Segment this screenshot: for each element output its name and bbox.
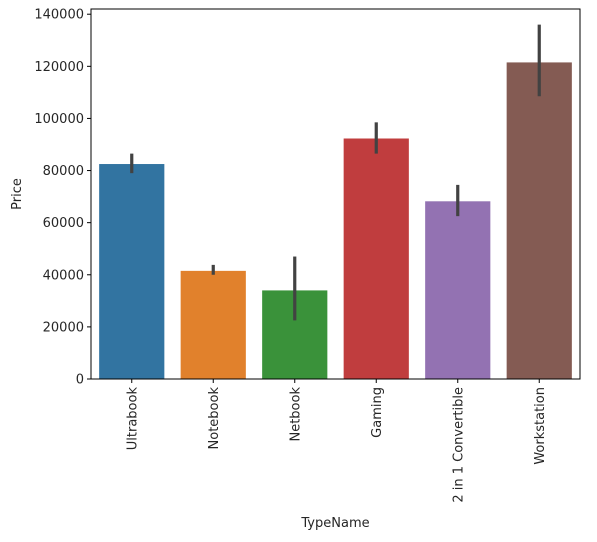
y-axis: 0 20000 40000 60000 80000 100000 120000 140000	[34, 8, 91, 388]
y-tick-label: 80000	[43, 164, 84, 179]
y-tick-label: 0	[76, 373, 84, 388]
x-axis: Ultrabook Notebook Netbook Gaming 2 in 1 Con…	[125, 379, 548, 503]
y-tick-label: 20000	[43, 320, 84, 335]
plot-frame	[90, 8, 581, 380]
x-tick-label: Gaming	[370, 387, 385, 438]
x-tick-label: Ultrabook	[125, 387, 140, 451]
y-tick-label: 40000	[43, 268, 84, 283]
x-tick-label: Netbook	[288, 387, 303, 442]
bars-layer	[99, 62, 572, 379]
x-axis-label: TypeName	[300, 516, 369, 531]
y-tick-label: 60000	[43, 216, 84, 231]
x-tick-label: Notebook	[207, 387, 222, 450]
bar-gaming	[343, 138, 409, 379]
bar-ultrabook	[99, 164, 165, 379]
error-bars-layer	[130, 24, 541, 321]
y-tick-label: 140000	[34, 8, 84, 23]
bar-2-in-1-convertible	[425, 201, 491, 379]
bar-workstation	[506, 62, 572, 379]
bar-notebook	[180, 270, 246, 379]
x-tick-label: Workstation	[533, 387, 548, 465]
y-axis-label: Price	[10, 178, 25, 210]
x-tick-label: 2 in 1 Convertible	[451, 387, 466, 503]
y-tick-label: 100000	[34, 112, 84, 127]
y-tick-label: 120000	[34, 60, 84, 75]
